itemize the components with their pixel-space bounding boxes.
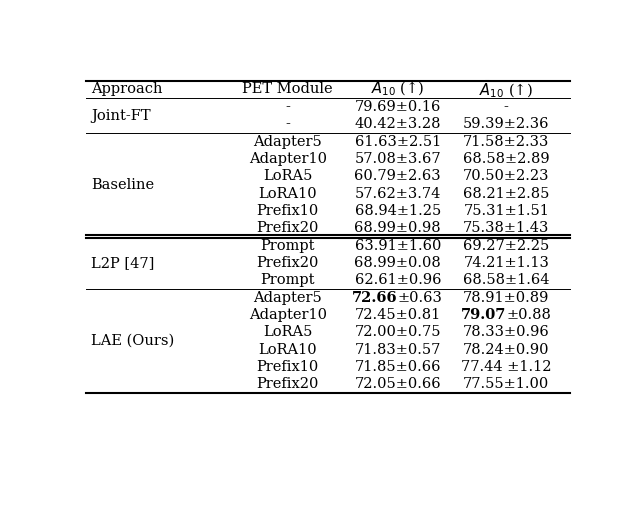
Text: $\bar{A}_{10}$ (↑): $\bar{A}_{10}$ (↑) <box>479 79 533 100</box>
Text: 68.58±2.89: 68.58±2.89 <box>463 152 550 166</box>
Text: 77.44 ±1.12: 77.44 ±1.12 <box>461 360 552 374</box>
Text: Prefix20: Prefix20 <box>257 377 319 391</box>
Text: 72.00±0.75: 72.00±0.75 <box>355 325 441 339</box>
Text: Joint-FT: Joint-FT <box>91 109 150 122</box>
Text: 75.38±1.43: 75.38±1.43 <box>463 221 549 235</box>
Text: -: - <box>285 100 290 114</box>
Text: Prefix20: Prefix20 <box>257 221 319 235</box>
Text: 68.94±1.25: 68.94±1.25 <box>355 204 441 218</box>
Text: 63.91±1.60: 63.91±1.60 <box>355 238 441 253</box>
Text: -: - <box>285 117 290 131</box>
Text: Approach: Approach <box>91 82 163 96</box>
Text: 62.61±0.96: 62.61±0.96 <box>355 273 441 287</box>
Text: 60.79±2.63: 60.79±2.63 <box>355 169 441 183</box>
Text: 68.58±1.64: 68.58±1.64 <box>463 273 550 287</box>
Text: 72.66: 72.66 <box>352 290 397 304</box>
Text: 40.42±3.28: 40.42±3.28 <box>355 117 441 131</box>
Text: 72.45±0.81: 72.45±0.81 <box>355 308 441 322</box>
Text: LAE (Ours): LAE (Ours) <box>91 334 174 348</box>
Text: -: - <box>504 100 509 114</box>
Text: LoRA5: LoRA5 <box>263 169 312 183</box>
Text: 79.07: 79.07 <box>461 308 506 322</box>
Text: L2P [47]: L2P [47] <box>91 256 154 270</box>
Text: Prefix20: Prefix20 <box>257 256 319 270</box>
Text: 68.21±2.85: 68.21±2.85 <box>463 187 549 201</box>
Text: ±0.88: ±0.88 <box>506 308 551 322</box>
Text: 79.69±0.16: 79.69±0.16 <box>355 100 441 114</box>
Text: 75.31±1.51: 75.31±1.51 <box>463 204 549 218</box>
Text: 69.27±2.25: 69.27±2.25 <box>463 238 549 253</box>
Text: 70.50±2.23: 70.50±2.23 <box>463 169 550 183</box>
Text: ±0.63: ±0.63 <box>397 290 443 304</box>
Text: 71.58±2.33: 71.58±2.33 <box>463 135 549 148</box>
Text: 77.55±1.00: 77.55±1.00 <box>463 377 549 391</box>
Text: 71.83±0.57: 71.83±0.57 <box>355 343 441 356</box>
Text: 59.39±2.36: 59.39±2.36 <box>463 117 550 131</box>
Text: LoRA5: LoRA5 <box>263 325 312 339</box>
Text: 71.85±0.66: 71.85±0.66 <box>355 360 441 374</box>
Text: 78.24±0.90: 78.24±0.90 <box>463 343 550 356</box>
Text: Prompt: Prompt <box>260 238 315 253</box>
Text: PET Module: PET Module <box>243 82 333 96</box>
Text: 61.63±2.51: 61.63±2.51 <box>355 135 441 148</box>
Text: LoRA10: LoRA10 <box>259 187 317 201</box>
Text: 68.99±0.08: 68.99±0.08 <box>355 256 441 270</box>
Text: Adapter5: Adapter5 <box>253 135 322 148</box>
Text: 57.08±3.67: 57.08±3.67 <box>355 152 441 166</box>
Text: LoRA10: LoRA10 <box>259 343 317 356</box>
Text: 72.05±0.66: 72.05±0.66 <box>355 377 441 391</box>
Text: 78.33±0.96: 78.33±0.96 <box>463 325 550 339</box>
Text: 57.62±3.74: 57.62±3.74 <box>355 187 441 201</box>
Text: Adapter10: Adapter10 <box>249 308 326 322</box>
Text: 74.21±1.13: 74.21±1.13 <box>463 256 549 270</box>
Text: Adapter5: Adapter5 <box>253 290 322 304</box>
Text: 78.91±0.89: 78.91±0.89 <box>463 290 549 304</box>
Text: Prompt: Prompt <box>260 273 315 287</box>
Text: Baseline: Baseline <box>91 178 154 192</box>
Text: Prefix10: Prefix10 <box>257 360 319 374</box>
Text: $A_{10}$ (↑): $A_{10}$ (↑) <box>371 80 424 98</box>
Text: Prefix10: Prefix10 <box>257 204 319 218</box>
Text: 68.99±0.98: 68.99±0.98 <box>355 221 441 235</box>
Text: Adapter10: Adapter10 <box>249 152 326 166</box>
